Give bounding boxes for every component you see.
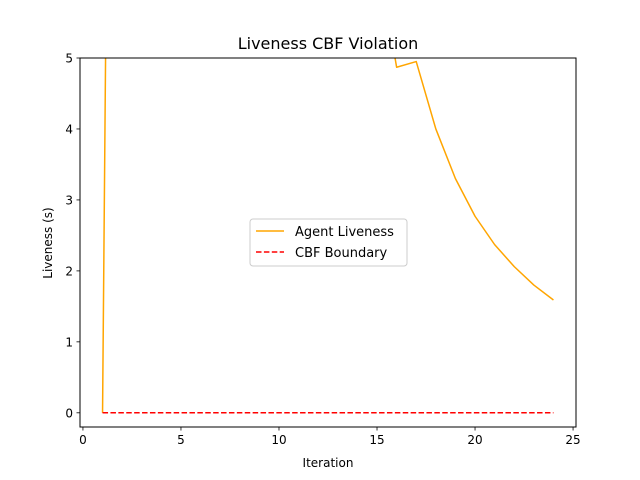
- x-axis-ticks: 0 5 10 15 20 25: [79, 427, 581, 447]
- chart-title: Liveness CBF Violation: [238, 34, 419, 53]
- x-tick-label: 10: [271, 433, 286, 447]
- x-tick-label: 25: [565, 433, 580, 447]
- legend-label-agent-liveness: Agent Liveness: [295, 225, 394, 240]
- y-axis-ticks: 0 1 2 3 4 5: [65, 52, 80, 420]
- x-axis-label: Iteration: [303, 456, 354, 470]
- legend-box: [249, 218, 408, 267]
- series-layer: [101, 58, 554, 414]
- x-tick-label: 0: [79, 433, 87, 447]
- legend: Agent Liveness CBF Boundary: [249, 218, 408, 267]
- plot-frame: [79, 57, 577, 428]
- y-tick-label: 4: [65, 122, 73, 136]
- x-tick-label: 15: [369, 433, 384, 447]
- x-tick-label: 20: [467, 433, 482, 447]
- x-tick-label: 5: [177, 433, 185, 447]
- legend-label-cbf-boundary: CBF Boundary: [295, 246, 388, 261]
- y-tick-label: 2: [65, 264, 73, 278]
- y-tick-label: 1: [65, 335, 73, 349]
- series-line-0: [101, 58, 554, 413]
- y-tick-label: 0: [65, 406, 73, 420]
- y-axis-label: Liveness (s): [41, 207, 55, 278]
- y-tick-label: 5: [65, 52, 73, 66]
- y-tick-label: 3: [65, 193, 73, 207]
